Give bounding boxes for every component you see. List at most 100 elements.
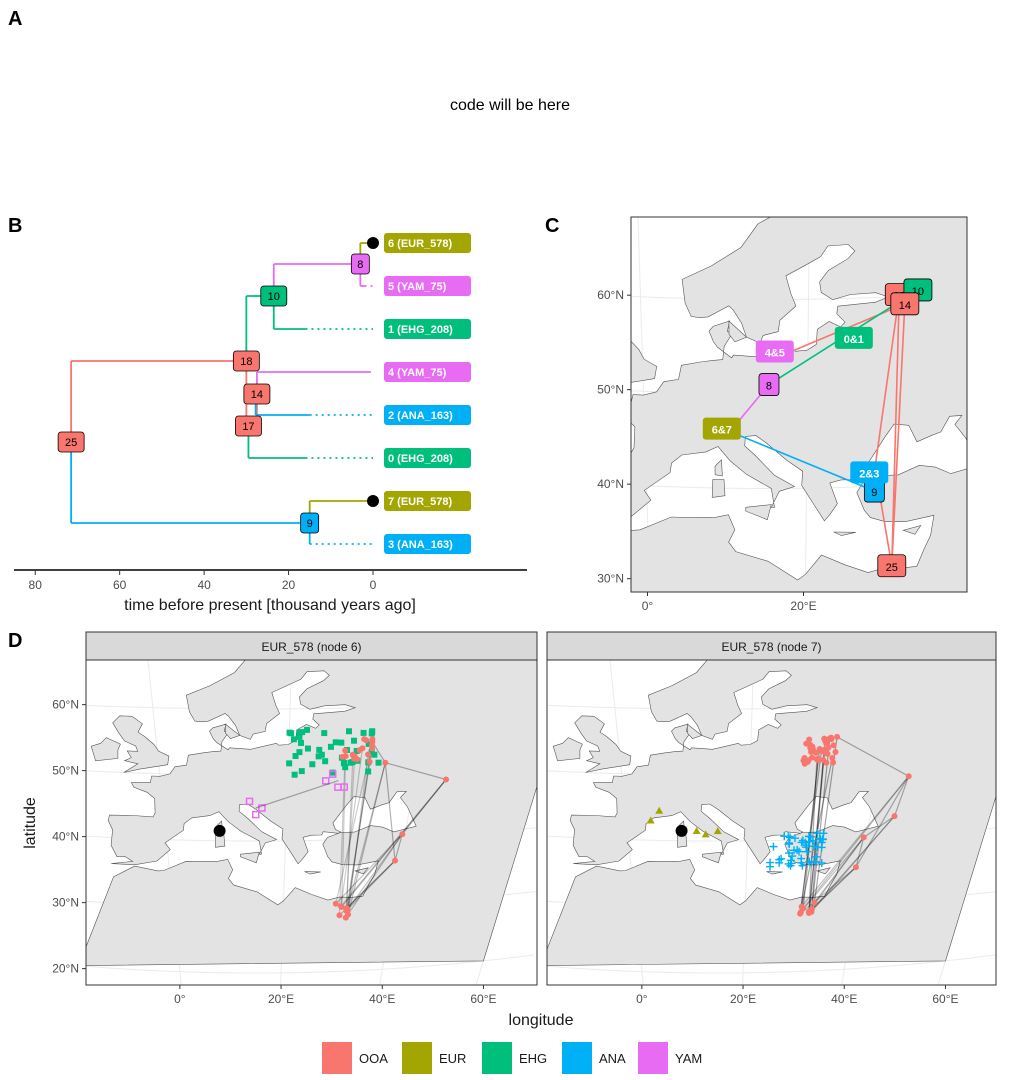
island	[833, 531, 856, 536]
landmass	[86, 660, 537, 966]
facet-frame	[85, 659, 538, 986]
ehg-point	[360, 729, 367, 736]
map-edge-label: 6&7	[712, 425, 732, 437]
code-placeholder: code will be here	[450, 97, 570, 114]
tip-label-box	[384, 233, 471, 253]
node-label-box	[243, 383, 271, 405]
node-label-box	[57, 431, 85, 453]
eur-point	[646, 816, 655, 824]
island	[714, 459, 723, 477]
x-tick-label: 20°E	[268, 992, 294, 1006]
trajectory-line	[347, 762, 386, 915]
map-node-label: 9	[871, 487, 877, 499]
ooa-point	[361, 736, 368, 743]
trajectory-line	[255, 780, 339, 809]
island	[240, 851, 260, 864]
ehg-point	[298, 768, 305, 775]
legend: OOA EUR EHG ANA YAM	[322, 1042, 702, 1074]
map-edge-label-box	[755, 340, 794, 363]
ana-point	[784, 832, 793, 841]
node-label: 10	[268, 291, 280, 303]
ehg-point	[351, 737, 358, 744]
ehg-point	[291, 771, 298, 778]
island	[90, 737, 121, 762]
trajectory-line	[347, 833, 403, 910]
map-node-label-box	[890, 292, 920, 316]
legend-label: YAM	[675, 1051, 702, 1066]
ehg-point	[290, 736, 297, 743]
ana-point	[804, 837, 813, 846]
ana-point	[802, 847, 811, 856]
tip-label: 1 (EHG_208)	[388, 324, 453, 336]
ana-point	[777, 854, 786, 863]
trajectory-line	[809, 866, 857, 913]
eur-point	[692, 827, 701, 835]
ana-point	[819, 829, 828, 838]
island	[766, 871, 783, 875]
tip-label-box	[384, 448, 471, 468]
ehg-point	[318, 751, 325, 758]
ana-point	[817, 843, 826, 852]
edge-ooa	[890, 294, 901, 566]
ana-point	[789, 846, 798, 855]
facet-content	[547, 660, 996, 985]
ana-point	[810, 842, 819, 851]
x-tick-label: 40°E	[831, 992, 857, 1006]
x-tick-label: 60°E	[470, 992, 496, 1006]
yam-point	[322, 777, 330, 785]
island	[902, 524, 922, 535]
ehg-point	[321, 730, 328, 737]
legend-label: OOA	[359, 1051, 388, 1066]
y-tick-label: 60°N	[597, 288, 624, 302]
ehg-point	[368, 730, 375, 737]
y-tick-label: 30°N	[52, 896, 79, 910]
yam-point	[258, 804, 266, 812]
ooa-point	[805, 908, 812, 915]
facet-title: EUR_578 (node 7)	[721, 640, 821, 654]
eur-point	[655, 806, 664, 814]
trajectory-line	[385, 762, 447, 781]
node-label-box	[300, 512, 320, 534]
ooa-point	[891, 813, 898, 820]
ooa-point	[823, 740, 830, 747]
ehg-point	[365, 740, 372, 747]
trajectory-line	[338, 750, 346, 916]
ooa-point	[349, 751, 356, 758]
ehg-point	[286, 760, 293, 767]
ooa-point	[809, 743, 816, 750]
trajectory-line	[836, 736, 909, 777]
ooa-point	[829, 754, 836, 761]
tip-label-box	[384, 534, 471, 554]
sample-point	[367, 495, 379, 507]
trajectory-line	[811, 738, 831, 910]
ooa-point	[825, 744, 832, 751]
panel-b-letter: B	[8, 215, 22, 237]
edge-ooa	[890, 303, 906, 566]
island	[112, 715, 170, 773]
ooa-point	[369, 745, 376, 752]
ana-point	[797, 858, 806, 867]
facet-content	[86, 660, 537, 985]
x-tick-label: 60°E	[932, 992, 958, 1006]
ana-point	[790, 834, 799, 843]
legend-swatch	[562, 1042, 592, 1074]
node-label: 25	[65, 437, 77, 449]
ana-point	[795, 847, 804, 856]
ooa-point	[366, 758, 373, 765]
trajectory-line	[813, 837, 865, 903]
map-edge-label-box	[702, 417, 741, 440]
facet-strip	[85, 631, 538, 661]
island	[224, 723, 241, 739]
ehg-point	[375, 759, 382, 766]
x-tick-label: 20°E	[730, 992, 756, 1006]
map-edge-label-box	[834, 326, 873, 349]
ehg-point	[292, 752, 299, 759]
map-c-panel: 18101489250&14&56&72&330°N40°N50°N60°N0°…	[597, 216, 968, 613]
legend-swatch	[482, 1042, 512, 1074]
y-tick-label: 30°N	[597, 572, 624, 586]
island	[702, 851, 722, 864]
ooa-point	[905, 773, 912, 780]
ana-point	[766, 858, 775, 867]
map-node-label-box	[758, 373, 780, 396]
ana-point	[784, 849, 793, 858]
